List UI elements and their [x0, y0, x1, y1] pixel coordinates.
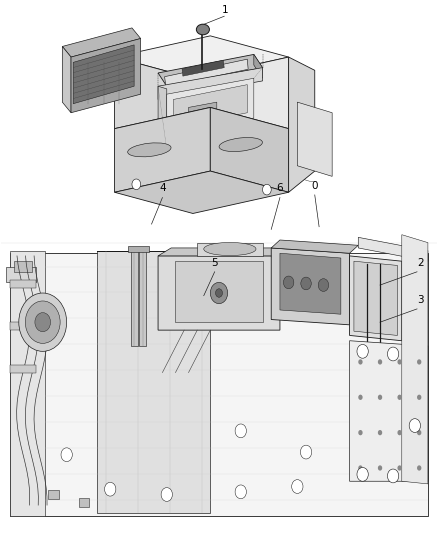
Polygon shape [354, 261, 397, 335]
Polygon shape [188, 102, 217, 118]
Text: 4: 4 [159, 183, 166, 193]
Circle shape [397, 465, 402, 471]
Circle shape [397, 394, 402, 400]
Polygon shape [167, 78, 254, 134]
Polygon shape [350, 256, 402, 341]
Polygon shape [115, 171, 289, 214]
Polygon shape [271, 248, 350, 325]
Polygon shape [6, 266, 36, 282]
Circle shape [378, 359, 382, 365]
Polygon shape [165, 59, 248, 87]
Polygon shape [193, 57, 289, 150]
Circle shape [132, 179, 141, 190]
Circle shape [318, 279, 328, 292]
Polygon shape [280, 253, 341, 314]
Polygon shape [127, 246, 149, 252]
Polygon shape [358, 237, 428, 261]
Circle shape [417, 394, 421, 400]
Circle shape [61, 448, 72, 462]
Text: 3: 3 [417, 295, 424, 305]
Polygon shape [297, 102, 332, 176]
Circle shape [378, 465, 382, 471]
Polygon shape [158, 86, 167, 152]
Circle shape [210, 282, 228, 304]
Circle shape [417, 430, 421, 435]
Text: 1: 1 [222, 5, 229, 14]
Polygon shape [10, 280, 36, 288]
Circle shape [357, 467, 368, 481]
Polygon shape [158, 256, 280, 330]
Circle shape [378, 430, 382, 435]
Polygon shape [10, 251, 45, 516]
Ellipse shape [204, 243, 256, 256]
Circle shape [409, 419, 420, 432]
Polygon shape [73, 45, 134, 104]
Circle shape [235, 424, 247, 438]
Polygon shape [115, 36, 289, 78]
Polygon shape [10, 253, 428, 516]
Polygon shape [271, 240, 358, 253]
Polygon shape [71, 38, 141, 113]
Polygon shape [158, 54, 262, 86]
Circle shape [25, 301, 60, 343]
Circle shape [283, 276, 294, 289]
Ellipse shape [128, 143, 171, 157]
Polygon shape [115, 108, 210, 192]
Polygon shape [115, 57, 193, 150]
Text: 6: 6 [277, 183, 283, 193]
Polygon shape [10, 365, 36, 373]
Circle shape [215, 289, 223, 297]
Circle shape [378, 394, 382, 400]
Polygon shape [131, 251, 138, 346]
Circle shape [397, 430, 402, 435]
Text: 2: 2 [417, 257, 424, 268]
Polygon shape [254, 54, 262, 78]
Bar [48, 490, 59, 499]
Polygon shape [97, 251, 210, 513]
Circle shape [417, 359, 421, 365]
Circle shape [292, 480, 303, 494]
Text: 0: 0 [311, 181, 318, 191]
Ellipse shape [219, 138, 262, 151]
Circle shape [388, 469, 399, 483]
Circle shape [358, 359, 363, 365]
Polygon shape [289, 57, 315, 192]
Polygon shape [62, 46, 71, 113]
Bar [79, 498, 89, 507]
Polygon shape [158, 248, 284, 256]
Circle shape [19, 293, 67, 351]
Circle shape [35, 313, 50, 332]
Polygon shape [197, 243, 262, 256]
Circle shape [235, 485, 247, 499]
Polygon shape [402, 235, 428, 484]
Circle shape [262, 184, 271, 195]
Circle shape [358, 430, 363, 435]
Polygon shape [176, 261, 262, 322]
Circle shape [300, 445, 312, 459]
Polygon shape [210, 108, 289, 192]
Circle shape [358, 465, 363, 471]
Polygon shape [139, 251, 146, 346]
Circle shape [161, 488, 173, 502]
Circle shape [358, 394, 363, 400]
Text: 5: 5 [212, 257, 218, 268]
Circle shape [397, 359, 402, 365]
Polygon shape [14, 261, 32, 272]
Circle shape [105, 482, 116, 496]
Polygon shape [158, 68, 262, 100]
Circle shape [301, 277, 311, 290]
Polygon shape [62, 28, 141, 57]
Ellipse shape [196, 24, 209, 35]
Polygon shape [182, 60, 224, 76]
Polygon shape [350, 341, 428, 481]
Circle shape [357, 344, 368, 358]
Polygon shape [115, 108, 289, 150]
Polygon shape [10, 322, 36, 330]
Circle shape [388, 347, 399, 361]
Polygon shape [173, 85, 247, 127]
Circle shape [417, 465, 421, 471]
